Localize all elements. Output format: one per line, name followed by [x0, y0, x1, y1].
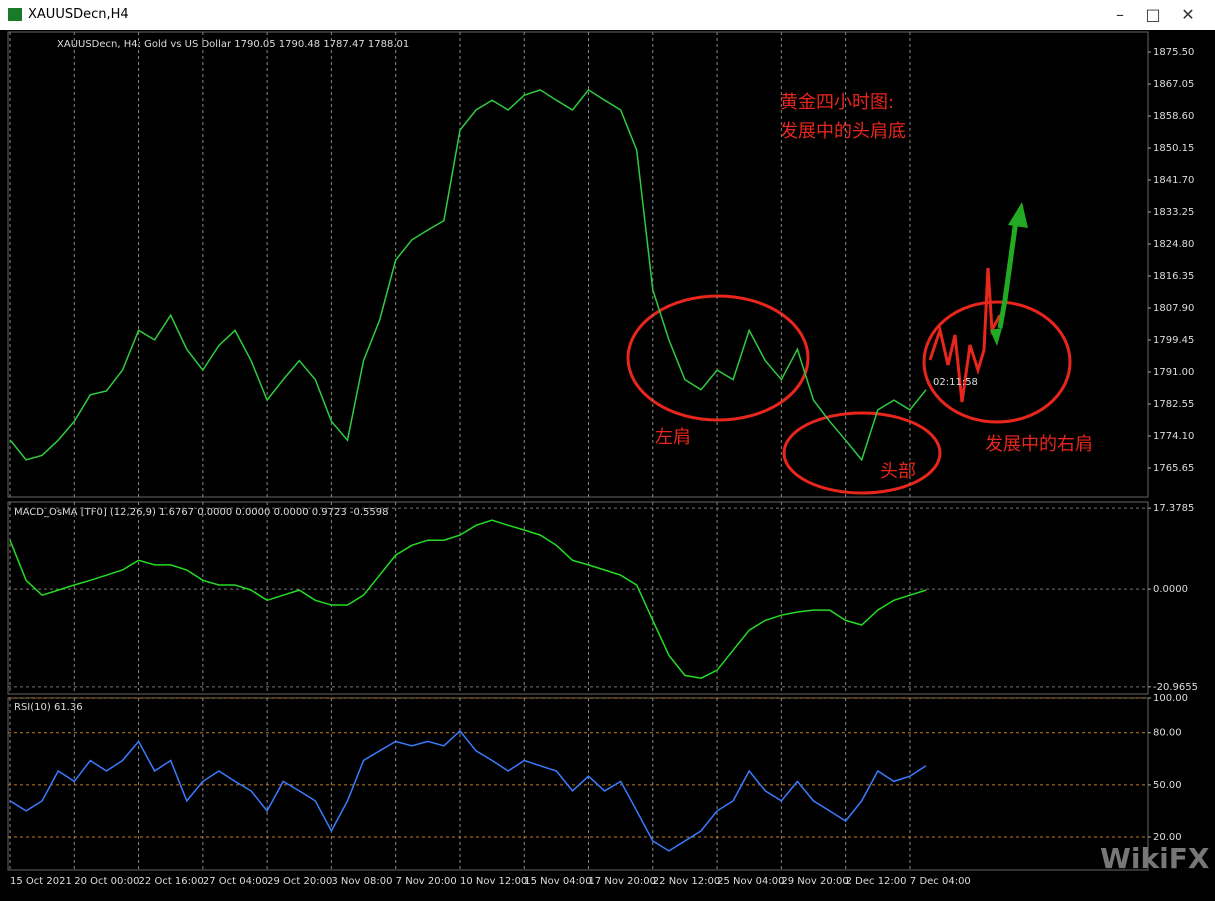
window-title: XAUUSDecn,H4	[28, 7, 129, 22]
y-tick-label: 1791.00	[1153, 367, 1194, 378]
title-bar: XAUUSDecn,H4 – □ ✕	[0, 0, 1215, 31]
annotation: 发展中的头肩底	[780, 121, 906, 142]
y-tick-label: 1765.65	[1153, 463, 1194, 474]
y-tick-label: 80.00	[1153, 728, 1182, 739]
x-tick-label: 22 Nov 12:00	[653, 876, 720, 887]
y-tick-label: 1799.45	[1153, 335, 1194, 346]
y-tick-label: 1782.55	[1153, 399, 1194, 410]
series-line	[9, 88, 927, 462]
macd-pane	[7, 501, 1149, 695]
x-tick-label: 22 Oct 16:00	[139, 876, 204, 887]
up-arrow-head	[1008, 202, 1028, 228]
rsi-header: RSI(10) 61.36	[14, 702, 83, 713]
x-tick-label: 3 Nov 08:00	[331, 876, 392, 887]
y-tick-label: 1833.25	[1153, 207, 1194, 218]
maximize-button[interactable]: □	[1145, 5, 1161, 24]
y-tick-label: 1774.10	[1153, 431, 1194, 442]
x-tick-label: 17 Nov 20:00	[589, 876, 656, 887]
close-button[interactable]: ✕	[1181, 5, 1195, 24]
x-tick-label: 10 Nov 12:00	[460, 876, 527, 887]
series-line	[9, 519, 927, 679]
y-tick-label: 0.0000	[1153, 584, 1188, 595]
y-tick-label: 20.00	[1153, 832, 1182, 843]
x-tick-label: 29 Nov 20:00	[781, 876, 848, 887]
macd-header: MACD_OsMA [TF0] (12,26,9) 1.6767 0.0000 …	[14, 507, 389, 518]
projected-path	[928, 267, 1002, 403]
bar-timer: 02:11:58	[933, 377, 978, 388]
x-tick-label: 7 Dec 04:00	[910, 876, 971, 887]
y-tick-label: -20.9655	[1153, 682, 1198, 693]
annotation: 发展中的右肩	[985, 434, 1093, 455]
chart-background	[0, 30, 1215, 901]
x-tick-label: 25 Nov 04:00	[717, 876, 784, 887]
x-tick-label: 15 Nov 04:00	[524, 876, 591, 887]
app-icon	[8, 8, 22, 21]
x-tick-label: 15 Oct 2021	[10, 876, 72, 887]
down-arrow-head	[990, 328, 1002, 346]
y-tick-label: 1816.35	[1153, 271, 1194, 282]
y-tick-label: 100.00	[1153, 693, 1188, 704]
annotation: 黄金四小时图:	[780, 92, 894, 113]
y-tick-label: 1807.90	[1153, 303, 1194, 314]
up-arrow	[997, 219, 1019, 329]
watermark: WikiFX	[1100, 842, 1210, 875]
x-tick-label: 20 Oct 00:00	[74, 876, 139, 887]
annotation: 头部	[880, 461, 916, 482]
y-tick-label: 1867.05	[1153, 79, 1194, 90]
y-tick-label: 1875.50	[1153, 47, 1194, 58]
x-tick-label: 2 Dec 12:00	[846, 876, 907, 887]
x-tick-label: 29 Oct 20:00	[267, 876, 332, 887]
chart: XAUUSDecn, H4: Gold vs US Dollar 1790.05…	[0, 30, 1215, 901]
y-tick-label: 1858.60	[1153, 111, 1194, 122]
y-tick-label: 17.3785	[1153, 503, 1194, 514]
minimize-button[interactable]: –	[1116, 5, 1124, 24]
right-shoulder-ellipse	[922, 300, 1072, 424]
price-pane	[7, 31, 1149, 498]
x-tick-label: 27 Oct 04:00	[203, 876, 268, 887]
y-tick-label: 1850.15	[1153, 143, 1194, 154]
left-shoulder-ellipse	[626, 294, 810, 422]
y-tick-label: 50.00	[1153, 780, 1182, 791]
annotation: 左肩	[655, 427, 691, 448]
head-ellipse	[782, 411, 942, 495]
price-header: XAUUSDecn, H4: Gold vs US Dollar 1790.05…	[57, 39, 409, 50]
y-tick-label: 1824.80	[1153, 239, 1194, 250]
y-tick-label: 1841.70	[1153, 175, 1194, 186]
series-line	[9, 729, 927, 852]
x-tick-label: 7 Nov 20:00	[396, 876, 457, 887]
